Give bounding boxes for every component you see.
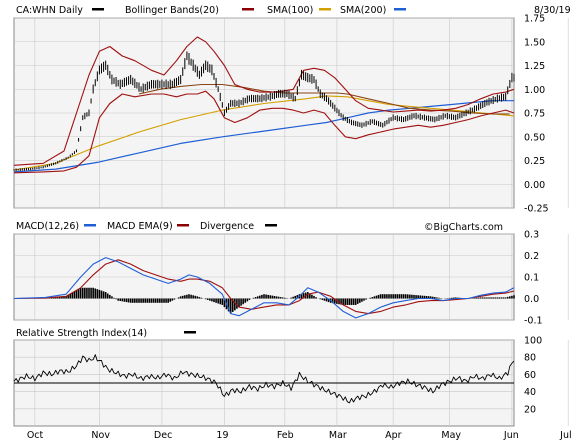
x-month-label: Mar: [329, 430, 347, 441]
legend-label-macd: MACD(12,26): [16, 221, 79, 232]
legend-swatch-bollinger: [242, 8, 254, 11]
y-tick-label: 0.00: [524, 180, 545, 191]
y-tick-label: 40: [524, 387, 536, 398]
x-axis-month-labels: OctNovDec19FebMarAprMayJunJulAug: [27, 430, 572, 441]
legend-label-divergence: Divergence: [200, 221, 254, 232]
sma200-line: [13, 95, 515, 171]
legend-label-ticker: CA:WHN Daily: [16, 5, 83, 16]
y-tick-label: 1.50: [524, 37, 545, 48]
y-tick-label: 1.25: [524, 61, 545, 72]
price-series: [13, 36, 515, 174]
y-tick-label: 20: [524, 404, 536, 415]
price-gridlines: [14, 17, 569, 209]
y-tick-label: 0.50: [524, 132, 545, 143]
date-label: 8/30/19: [534, 5, 571, 16]
x-month-label: Feb: [277, 430, 294, 441]
price-y-ticks: 1.75 1.50 1.25 1.00 0.75 0.50 0.25 0.00 -0.25: [524, 14, 549, 215]
macd-line: [13, 257, 515, 319]
legend-swatch-ticker: [92, 8, 104, 11]
x-month-label: Nov: [91, 430, 110, 441]
y-tick-label: 0.0: [524, 294, 539, 305]
y-tick-label: 1.00: [524, 85, 545, 96]
legend-swatch-macd: [84, 224, 96, 227]
bollinger-lower-line: [13, 90, 515, 174]
macd-signal-line: [13, 259, 515, 315]
y-tick-label: 0.3: [524, 230, 539, 241]
legend-swatch-signal: [177, 224, 189, 227]
legend-swatch-sma200: [394, 8, 406, 11]
macd-series: [13, 257, 515, 319]
legend-label-bollinger: Bollinger Bands(20): [125, 5, 219, 16]
price-panel: 1.75 1.50 1.25 1.00 0.75 0.50 0.25 0.00 -0.25 CA…: [13, 5, 571, 215]
rsi-gridlines: [14, 339, 569, 426]
y-tick-label: 0.25: [524, 156, 545, 167]
x-month-label: Apr: [385, 430, 402, 441]
rsi-y-ticks: 100 80 60 40 20: [524, 336, 542, 416]
rsi-series: [13, 354, 515, 404]
y-tick-label: 0.1: [524, 273, 539, 284]
y-tick-label: 0.75: [524, 109, 545, 120]
legend-swatch-divergence: [265, 224, 277, 227]
macd-y-ticks: 0.3 0.2 0.1 0.0 -0.1: [524, 230, 543, 327]
rsi-line: [13, 354, 515, 404]
y-tick-label: 80: [524, 353, 536, 364]
legend-label-sma100: SMA(100): [267, 5, 313, 16]
y-tick-label: -0.1: [524, 316, 543, 327]
price-legend: CA:WHN Daily Bollinger Bands(20) SMA(100…: [16, 5, 406, 16]
bollinger-upper-line: [13, 36, 515, 166]
legend-swatch-rsi: [184, 331, 196, 334]
legend-swatch-sma100: [319, 8, 331, 11]
y-tick-label: -0.25: [524, 204, 549, 215]
x-month-label: May: [441, 430, 461, 441]
y-tick-label: 0.2: [524, 251, 539, 262]
legend-label-sma200: SMA(200): [340, 5, 386, 16]
macd-panel: 0.3 0.2 0.1 0.0 -0.1 MACD(12,26) MACD EMA(9)…: [13, 221, 569, 327]
y-tick-label: 100: [524, 336, 542, 347]
rsi-title: Relative Strength Index(14): [16, 328, 147, 339]
rsi-panel: 100 80 60 40 20 Relative Strength Index(14): [13, 328, 569, 427]
x-month-label: Jul: [559, 430, 571, 441]
sma-blue-line: [13, 100, 514, 173]
x-month-label: 19: [216, 430, 228, 441]
watermark: ©BigCharts.com: [424, 222, 503, 233]
x-month-label: Dec: [154, 430, 172, 441]
y-tick-label: 1.75: [524, 14, 545, 25]
sma100-line: [138, 83, 510, 115]
legend-label-signal: MACD EMA(9): [107, 221, 173, 232]
y-tick-label: 60: [524, 370, 536, 381]
x-month-label: Jun: [503, 430, 519, 441]
macd-legend: MACD(12,26) MACD EMA(9) Divergence: [16, 221, 277, 232]
x-month-label: Oct: [27, 430, 44, 441]
